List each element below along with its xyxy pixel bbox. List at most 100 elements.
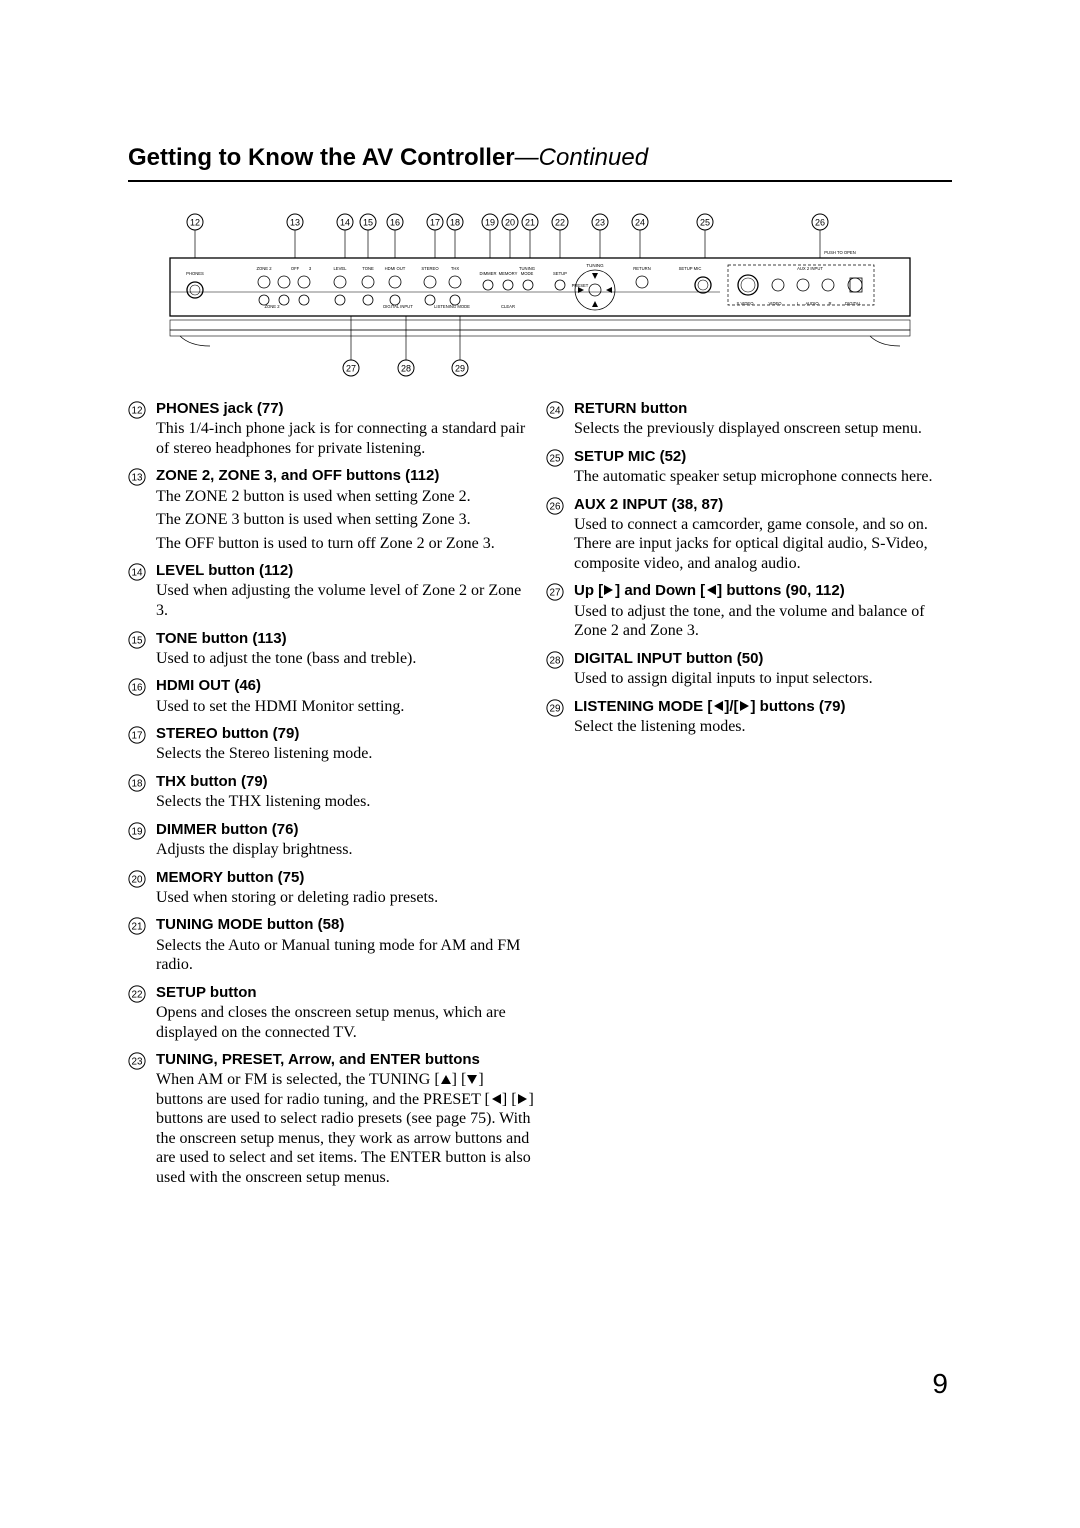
page-title: Getting to Know the AV Controller—Contin…: [128, 144, 648, 172]
svg-text:22: 22: [555, 218, 565, 228]
item-description: Opens and closes the onscreen setup menu…: [156, 1003, 534, 1042]
item-heading: HDMI OUT (46): [156, 677, 534, 695]
item-28: 28DIGITAL INPUT button (50)Used to assig…: [546, 650, 952, 689]
svg-text:MEMORY: MEMORY: [499, 271, 518, 276]
svg-text:14: 14: [340, 218, 350, 228]
item-27: 27 Up [] and Down [] buttons (90, 112)Use…: [546, 582, 952, 640]
diagram-svg: TUNING PHONES ZONE 2 OFF 3 LEVEL TONE HDMI OUT S…: [150, 210, 930, 380]
svg-text:ZONE 2: ZONE 2: [256, 266, 272, 271]
svg-text:21: 21: [132, 922, 143, 933]
svg-text:17: 17: [430, 218, 440, 228]
svg-text:24: 24: [550, 406, 561, 417]
svg-text:26: 26: [550, 501, 561, 512]
svg-text:MODE: MODE: [521, 271, 534, 276]
svg-text:PHONES: PHONES: [186, 271, 204, 276]
svg-text:HDMI OUT: HDMI OUT: [385, 266, 406, 271]
svg-text:3: 3: [309, 266, 312, 271]
item-25: 25SETUP MIC (52)The automatic speaker se…: [546, 448, 952, 487]
svg-text:19: 19: [485, 218, 495, 228]
svg-text:AUX 2 INPUT: AUX 2 INPUT: [797, 266, 823, 271]
svg-text:23: 23: [132, 1057, 143, 1068]
svg-text:OFF: OFF: [291, 266, 300, 271]
item-body: DIMMER button (76)Adjusts the display br…: [156, 821, 534, 860]
item-number-icon: 21: [128, 916, 156, 934]
svg-text:27: 27: [550, 588, 561, 599]
item-12: 12PHONES jack (77)This 1/4-inch phone ja…: [128, 400, 534, 458]
item-number-icon: 28: [546, 650, 574, 668]
svg-text:23: 23: [595, 218, 605, 228]
item-description: Selects the THX listening modes.: [156, 792, 534, 812]
item-22: 22SETUP buttonOpens and closes the onscr…: [128, 984, 534, 1042]
item-heading: RETURN button: [574, 400, 952, 418]
item-number-icon: 20: [128, 869, 156, 887]
svg-text:LEVEL: LEVEL: [333, 266, 347, 271]
item-body: PHONES jack (77)This 1/4-inch phone jack…: [156, 400, 534, 458]
svg-text:TUNING: TUNING: [586, 263, 604, 268]
item-heading: TUNING, PRESET, Arrow, and ENTER buttons: [156, 1051, 534, 1069]
item-16: 16HDMI OUT (46)Used to set the HDMI Moni…: [128, 677, 534, 716]
svg-text:S VIDEO: S VIDEO: [737, 301, 755, 306]
item-body: DIGITAL INPUT button (50)Used to assign …: [574, 650, 952, 689]
item-19: 19 DIMMER button (76)Adjusts the display …: [128, 821, 534, 860]
svg-text:25: 25: [700, 218, 710, 228]
item-body: LEVEL button (112)Used when adjusting th…: [156, 562, 534, 620]
item-body: LISTENING MODE []/[] buttons (79)Select …: [574, 698, 952, 737]
item-description: Used to set the HDMI Monitor setting.: [156, 697, 534, 717]
svg-text:13: 13: [132, 473, 143, 484]
title-main: Getting to Know the AV Controller: [128, 144, 515, 171]
svg-text:28: 28: [401, 364, 411, 374]
svg-text:ZONE 2: ZONE 2: [264, 304, 280, 309]
svg-text:R: R: [828, 301, 831, 306]
svg-text:PRESET: PRESET: [572, 283, 589, 288]
item-body: MEMORY button (75)Used when storing or d…: [156, 869, 534, 908]
item-heading: DIGITAL INPUT button (50): [574, 650, 952, 668]
front-panel-diagram: TUNING PHONES ZONE 2 OFF 3 LEVEL TONE HDMI OUT S…: [150, 210, 930, 380]
svg-text:26: 26: [815, 218, 825, 228]
item-description: This 1/4-inch phone jack is for connecti…: [156, 419, 534, 458]
item-description: Select the listening modes.: [574, 717, 952, 737]
item-body: STEREO button (79)Selects the Stereo lis…: [156, 725, 534, 764]
item-body: Up [] and Down [] buttons (90, 112)Used …: [574, 582, 952, 640]
item-body: TONE button (113)Used to adjust the tone…: [156, 630, 534, 669]
item-number-icon: 23: [128, 1051, 156, 1069]
item-number-icon: 25: [546, 448, 574, 466]
item-29: 29 LISTENING MODE []/[] buttons (79)Selec…: [546, 698, 952, 737]
svg-text:DIMMER: DIMMER: [480, 271, 497, 276]
svg-text:DIGITAL: DIGITAL: [845, 301, 862, 306]
item-heading: STEREO button (79): [156, 725, 534, 743]
svg-text:13: 13: [290, 218, 300, 228]
title-continued: —Continued: [515, 144, 648, 171]
item-heading: SETUP MIC (52): [574, 448, 952, 466]
content-columns: 12PHONES jack (77)This 1/4-inch phone ja…: [128, 400, 952, 1196]
svg-text:18: 18: [450, 218, 460, 228]
item-heading: LISTENING MODE []/[] buttons (79): [574, 698, 952, 716]
item-number-icon: 22: [128, 984, 156, 1002]
svg-text:21: 21: [525, 218, 535, 228]
svg-text:LISTENING MODE: LISTENING MODE: [434, 304, 470, 309]
svg-text:TONE: TONE: [362, 266, 374, 271]
svg-text:PUSH TO OPEN: PUSH TO OPEN: [824, 250, 856, 255]
item-14: 14LEVEL button (112)Used when adjusting …: [128, 562, 534, 620]
item-description: Used when adjusting the volume level of …: [156, 581, 534, 620]
svg-text:STEREO: STEREO: [421, 266, 439, 271]
header-rule: [128, 180, 952, 182]
item-body: TUNING, PRESET, Arrow, and ENTER buttons…: [156, 1051, 534, 1187]
svg-text:SETUP MIC: SETUP MIC: [679, 266, 702, 271]
item-number-icon: 14: [128, 562, 156, 580]
svg-text:15: 15: [363, 218, 373, 228]
left-column: 12PHONES jack (77)This 1/4-inch phone ja…: [128, 400, 534, 1196]
item-15: 15TONE button (113)Used to adjust the to…: [128, 630, 534, 669]
item-description: The automatic speaker setup microphone c…: [574, 467, 952, 487]
item-number-icon: 24: [546, 400, 574, 418]
item-description: Used to adjust the tone, and the volume …: [574, 602, 952, 641]
svg-text:19: 19: [132, 826, 143, 837]
svg-text:20: 20: [505, 218, 515, 228]
svg-text:DIGITAL INPUT: DIGITAL INPUT: [383, 304, 413, 309]
item-description: Used when storing or deleting radio pres…: [156, 888, 534, 908]
svg-text:29: 29: [550, 703, 561, 714]
page-number: 9: [932, 1368, 948, 1400]
item-heading: MEMORY button (75): [156, 869, 534, 887]
item-description: Used to assign digital inputs to input s…: [574, 669, 952, 689]
item-description: Selects the Auto or Manual tuning mode f…: [156, 936, 534, 975]
item-number-icon: 27: [546, 582, 574, 600]
